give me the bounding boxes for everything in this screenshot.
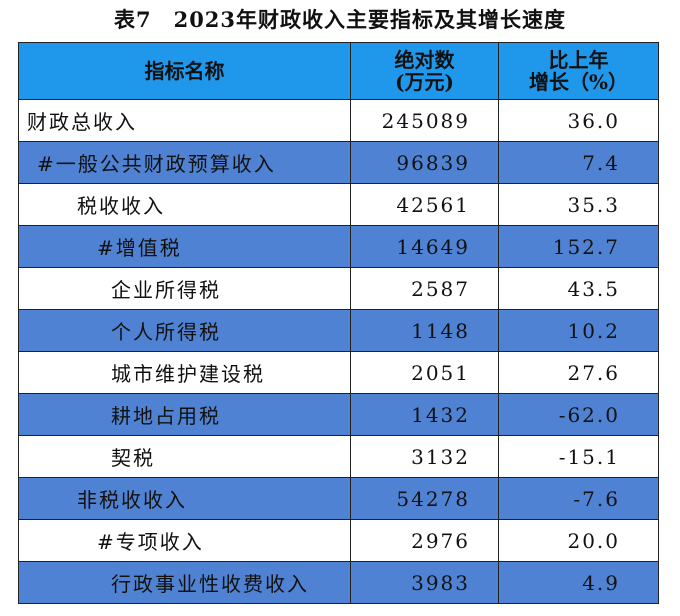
table-row: #一般公共财政预算收入 96839 7.4 (18, 141, 659, 184)
header-line: 比上年 (548, 48, 609, 72)
header-cell: 指标名称 (18, 42, 351, 100)
growth-cell: 43.5 (498, 267, 659, 310)
table-row: 企业所得税 2587 43.5 (18, 267, 659, 310)
indicator-cell: #一般公共财政预算收入 (18, 141, 351, 184)
header-line: (万元) (395, 70, 454, 94)
table-title: 表7 2023年财政收入主要指标及其增长速度 (113, 7, 567, 32)
header-line: 绝对数 (394, 48, 455, 72)
indicator-cell: 企业所得税 (18, 267, 351, 310)
growth-cell: -7.6 (498, 477, 659, 520)
amount-cell: 2051 (350, 351, 499, 394)
amount-cell: 2976 (350, 519, 499, 562)
table-row: 非税收收入 54278 -7.6 (18, 477, 659, 520)
header-cell: 绝对数 (万元) (350, 42, 499, 100)
header-line: 指标名称 (144, 59, 225, 83)
growth-cell: 4.9 (498, 561, 659, 604)
table-row: 税收收入 42561 35.3 (18, 183, 659, 226)
table-row: 耕地占用税 1432 -62.0 (18, 393, 659, 436)
indicator-cell: #增值税 (18, 225, 351, 268)
amount-cell: 54278 (350, 477, 499, 520)
amount-cell: 245089 (350, 99, 499, 142)
amount-cell: 1432 (350, 393, 499, 436)
indicator-cell: 城市维护建设税 (18, 351, 351, 394)
growth-cell: 35.3 (498, 183, 659, 226)
amount-cell: 96839 (350, 141, 499, 184)
growth-cell: 36.0 (498, 99, 659, 142)
table-row: #专项收入 2976 20.0 (18, 519, 659, 562)
amount-cell: 14649 (350, 225, 499, 268)
indicator-cell: #专项收入 (18, 519, 351, 562)
indicator-cell: 契税 (18, 435, 351, 478)
indicator-cell: 行政事业性收费收入 (18, 561, 351, 604)
growth-cell: -62.0 (498, 393, 659, 436)
header-row: 指标名称 绝对数 (万元) 比上年 增长（%） (18, 42, 659, 100)
amount-cell: 2587 (350, 267, 499, 310)
indicator-cell: 财政总收入 (18, 99, 351, 142)
table-row: 财政总收入 245089 36.0 (18, 99, 659, 142)
amount-cell: 3132 (350, 435, 499, 478)
growth-cell: 10.2 (498, 309, 659, 352)
table-row: 契税 3132 -15.1 (18, 435, 659, 478)
data-table: 指标名称 绝对数 (万元) 比上年 增长（%） 财政总收入 245089 36.0 #一般公共… (18, 42, 659, 604)
indicator-cell: 耕地占用税 (18, 393, 351, 436)
table-row: 个人所得税 1148 10.2 (18, 309, 659, 352)
header-line: 增长（%） (528, 70, 628, 94)
amount-cell: 42561 (350, 183, 499, 226)
indicator-cell: 非税收收入 (18, 477, 351, 520)
table-row: 城市维护建设税 2051 27.6 (18, 351, 659, 394)
table-body: 财政总收入 245089 36.0 #一般公共财政预算收入 96839 7.4 税收收入 42… (18, 99, 659, 604)
growth-cell: 152.7 (498, 225, 659, 268)
amount-cell: 3983 (350, 561, 499, 604)
table-row: #增值税 14649 152.7 (18, 225, 659, 268)
growth-cell: 20.0 (498, 519, 659, 562)
amount-cell: 1148 (350, 309, 499, 352)
growth-cell: -15.1 (498, 435, 659, 478)
header-cell: 比上年 增长（%） (498, 42, 659, 100)
indicator-cell: 个人所得税 (18, 309, 351, 352)
table-row: 行政事业性收费收入 3983 4.9 (18, 561, 659, 604)
indicator-cell: 税收收入 (18, 183, 351, 226)
growth-cell: 7.4 (498, 141, 659, 184)
growth-cell: 27.6 (498, 351, 659, 394)
